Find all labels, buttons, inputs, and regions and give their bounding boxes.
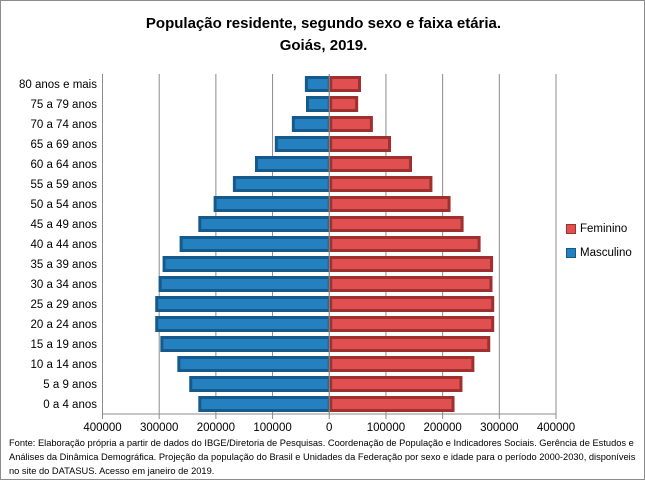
bar-masculino: [177, 356, 331, 372]
category-label: 40 a 44 anos: [30, 239, 97, 251]
x-tick-label: 100000: [367, 422, 405, 434]
bar-feminino: [329, 96, 359, 112]
category-label: 75 a 79 anos: [30, 99, 97, 111]
category-label: 45 a 49 anos: [30, 219, 97, 231]
category-label: 5 a 9 anos: [43, 379, 97, 391]
bar-feminino: [329, 336, 491, 352]
bar-masculino: [304, 76, 331, 92]
chart-title: População residente, segundo sexo e faix…: [1, 13, 644, 57]
legend-label-masculino: Masculino: [580, 247, 632, 259]
legend-item-masculino: Masculino: [566, 247, 632, 259]
category-label: 55 a 59 anos: [30, 179, 97, 191]
category-label: 80 anos e mais: [19, 79, 97, 91]
x-tick-label: 200000: [423, 422, 461, 434]
bar-feminino: [329, 236, 481, 252]
bar-masculino: [198, 396, 331, 412]
category-label: 50 a 54 anos: [30, 199, 97, 211]
bar-masculino: [179, 236, 331, 252]
source-note: Fonte: Elaboração própria a partir de da…: [9, 438, 636, 476]
legend-item-feminino: Feminino: [566, 223, 627, 235]
category-label: 30 a 34 anos: [30, 279, 97, 291]
legend-swatch-masculino: [566, 248, 576, 258]
bar-masculino: [232, 176, 331, 192]
x-tick-label: 100000: [253, 422, 291, 434]
bar-masculino: [162, 256, 331, 272]
x-tick-label: 300000: [480, 422, 518, 434]
bar-feminino: [329, 116, 373, 132]
category-label: 65 a 69 anos: [30, 139, 97, 151]
bar-masculino: [160, 336, 331, 352]
bar-masculino: [158, 276, 331, 292]
category-label: 0 a 4 anos: [43, 399, 97, 411]
category-label: 70 a 74 anos: [30, 119, 97, 131]
bar-masculino: [155, 316, 331, 332]
bar-masculino: [254, 156, 331, 172]
bar-masculino: [274, 136, 331, 152]
bar-masculino: [213, 196, 331, 212]
category-label: 60 a 64 anos: [30, 159, 97, 171]
category-label: 10 a 14 anos: [30, 359, 97, 371]
bar-masculino: [291, 116, 331, 132]
bar-feminino: [329, 196, 451, 212]
bar-feminino: [329, 316, 495, 332]
bar-feminino: [329, 76, 361, 92]
title-line: População residente, segundo sexo e faix…: [145, 15, 502, 32]
bar-masculino: [155, 296, 331, 312]
bar-feminino: [329, 256, 494, 272]
bar-feminino: [329, 356, 475, 372]
bar-feminino: [329, 176, 433, 192]
legend-label-feminino: Feminino: [580, 223, 628, 235]
bar-feminino: [329, 296, 495, 312]
x-tick-label: 300000: [140, 422, 178, 434]
bar-masculino: [198, 216, 331, 232]
x-tick-label: 0: [326, 422, 332, 434]
category-label: 15 a 19 anos: [30, 339, 97, 351]
bar-feminino: [329, 396, 455, 412]
bar-feminino: [329, 156, 413, 172]
bar-feminino: [329, 216, 464, 232]
x-tick-label: 400000: [537, 422, 575, 434]
category-label: 20 a 24 anos: [30, 319, 97, 331]
category-label: 25 a 29 anos: [30, 299, 97, 311]
subtitle-line: Goiás, 2019.: [279, 37, 368, 54]
bar-feminino: [329, 276, 493, 292]
x-tick-label: 200000: [197, 422, 235, 434]
bar-feminino: [329, 136, 392, 152]
legend-swatch-feminino: [566, 224, 576, 234]
category-label: 35 a 39 anos: [30, 259, 97, 271]
bar-masculino: [189, 376, 331, 392]
bar-masculino: [306, 96, 331, 112]
bar-feminino: [329, 376, 463, 392]
x-tick-label: 400000: [83, 422, 121, 434]
